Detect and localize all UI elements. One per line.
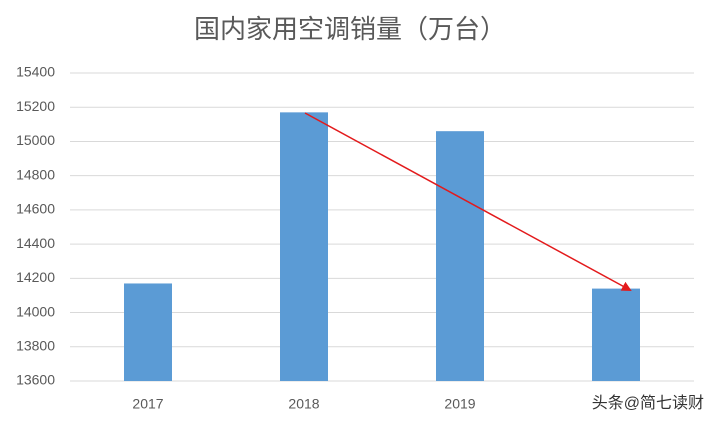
- y-tick-label: 14000: [16, 303, 55, 319]
- y-tick-label: 13600: [16, 372, 55, 388]
- y-tick-label: 14600: [16, 201, 55, 217]
- plot-area: 13600 13800 14000 14200 14400 14600 14800 15000…: [16, 64, 694, 412]
- y-tick-label: 15000: [16, 132, 55, 148]
- bar: [436, 131, 484, 381]
- y-tick-label: 15200: [16, 98, 55, 114]
- trend-arrow: [304, 112, 632, 291]
- y-tick-label: 15400: [16, 64, 55, 80]
- bar: [124, 283, 172, 381]
- x-tick-label: 2019: [444, 396, 475, 412]
- y-tick-label: 14400: [16, 235, 55, 251]
- bar: [592, 288, 640, 381]
- y-tick-label: 14200: [16, 269, 55, 285]
- x-tick-label: 2017: [132, 396, 163, 412]
- watermark: 头条@简七读财: [592, 394, 704, 412]
- x-tick-label: 2018: [288, 396, 319, 412]
- chart-title: 国内家用空调销量（万台）: [194, 14, 506, 44]
- y-tick-label: 14800: [16, 166, 55, 182]
- bar: [280, 112, 328, 381]
- y-tick-label: 13800: [16, 337, 55, 353]
